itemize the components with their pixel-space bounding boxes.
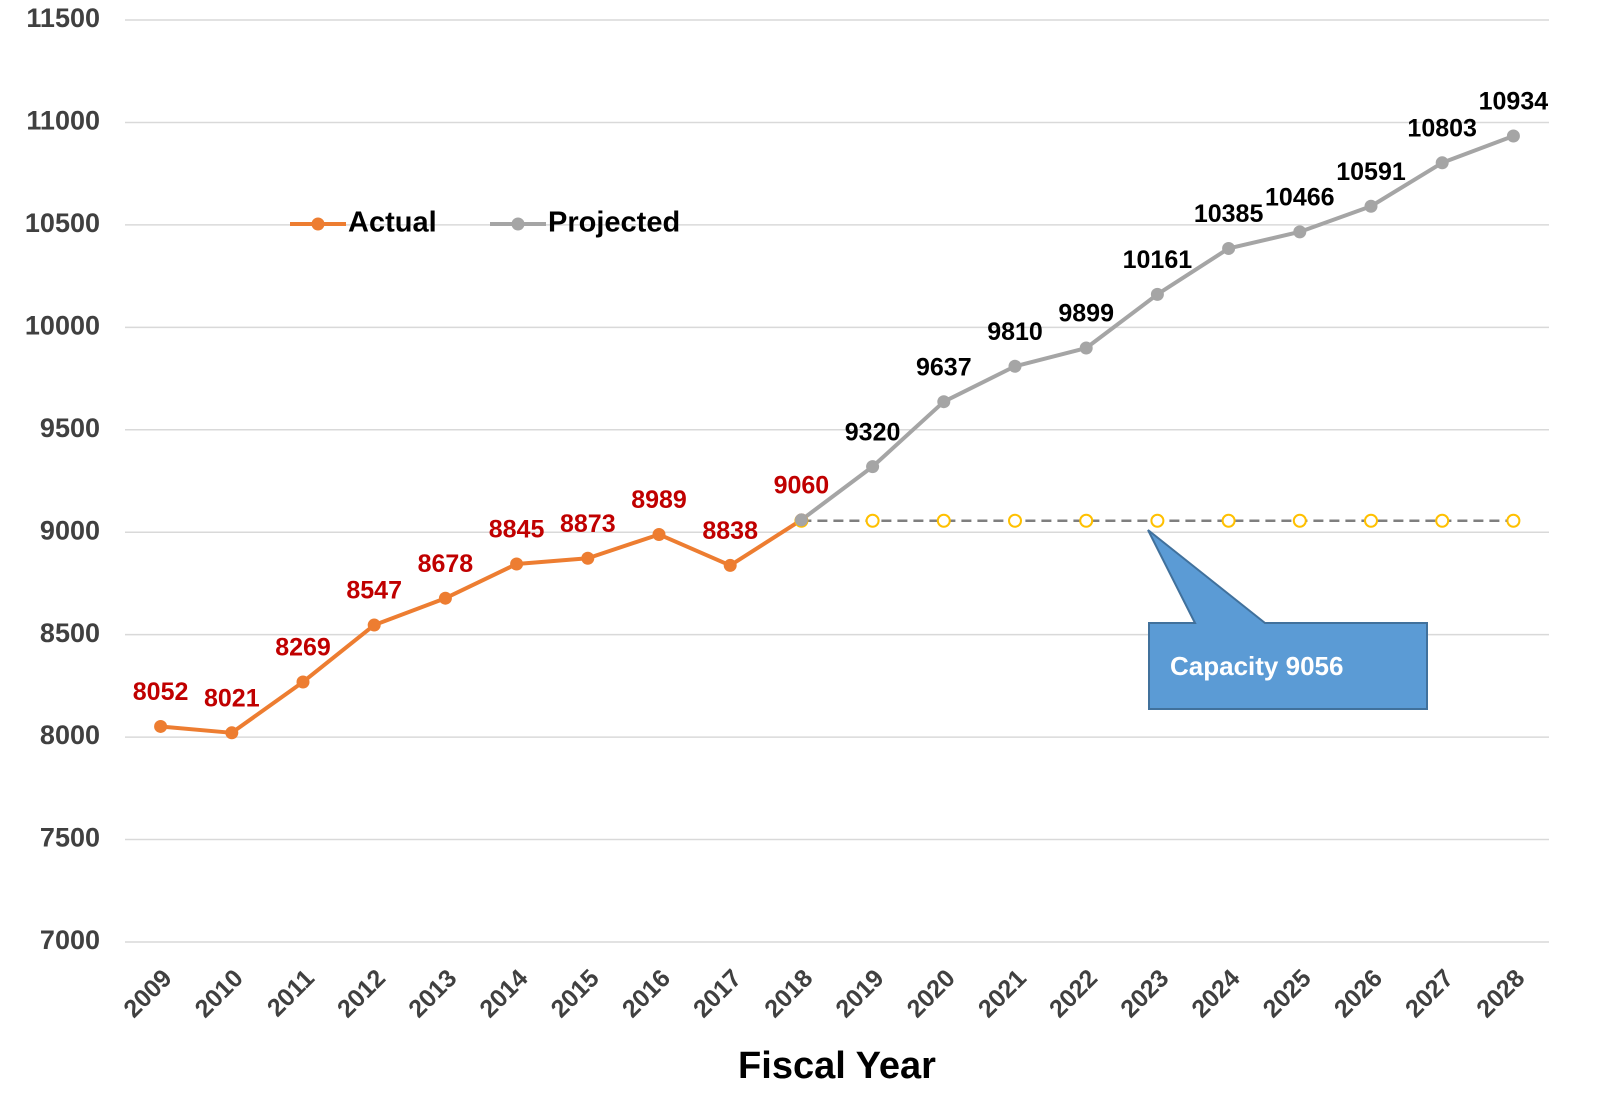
data-label: 9899 (1058, 300, 1114, 328)
x-tick-label: 2021 (973, 964, 1032, 1023)
data-label: 10466 (1265, 183, 1335, 211)
capacity-marker (1435, 513, 1450, 528)
capacity-marker (1150, 513, 1165, 528)
series-marker (1506, 129, 1520, 143)
y-tick-label: 10000 (25, 310, 100, 340)
data-label: 9810 (987, 318, 1043, 346)
legend-marker (311, 217, 325, 231)
series-marker (1079, 341, 1093, 355)
y-tick-label: 7000 (40, 925, 100, 955)
annotation: Capacity 9056 (1170, 651, 1343, 681)
y-tick-label: 8000 (40, 720, 100, 750)
x-tick-label: 2023 (1115, 964, 1174, 1023)
y-tick-label: 10500 (25, 208, 100, 238)
y-tick-label: 9500 (40, 413, 100, 443)
series-marker (937, 395, 951, 409)
x-tick-label: 2026 (1329, 964, 1388, 1023)
capacity-marker (1506, 513, 1521, 528)
series-marker (1293, 225, 1307, 239)
x-tick-label: 2012 (332, 964, 391, 1023)
data-label: 8678 (418, 550, 474, 578)
x-tick-label: 2022 (1044, 964, 1103, 1023)
y-tick-label: 8500 (40, 618, 100, 648)
series-marker (296, 675, 310, 689)
x-tick-label: 2017 (688, 964, 747, 1023)
series-marker (1364, 199, 1378, 213)
data-label: 9637 (916, 353, 972, 381)
series-marker (794, 513, 808, 527)
series-marker (1435, 156, 1449, 170)
x-tick-label: 2028 (1471, 964, 1530, 1023)
legend-label: Projected (548, 207, 680, 239)
capacity-marker (1364, 513, 1378, 528)
data-label: 8989 (631, 486, 687, 514)
data-label: 8021 (204, 684, 260, 712)
x-tick-label: 2018 (759, 964, 818, 1023)
series-marker (510, 557, 524, 571)
data-label: 8845 (489, 516, 545, 544)
capacity-marker (1008, 513, 1022, 528)
series-marker (723, 558, 737, 572)
series-marker (1150, 287, 1164, 301)
data-label: 10934 (1479, 88, 1549, 116)
y-tick-label: 9000 (40, 515, 100, 545)
x-tick-label: 2024 (1186, 964, 1245, 1023)
data-label: 8838 (702, 517, 758, 545)
data-label: 10591 (1336, 158, 1406, 186)
series-marker (225, 726, 239, 740)
capacity-marker (1221, 513, 1236, 528)
legend-label: Actual (348, 207, 437, 239)
x-tick-label: 2015 (546, 964, 605, 1023)
capacity-marker (1079, 513, 1094, 528)
series-marker (438, 591, 452, 605)
x-axis-label: Fiscal Year (738, 1045, 936, 1087)
series-marker (866, 460, 880, 474)
y-tick-label: 11000 (26, 106, 100, 136)
data-label: 8269 (275, 634, 331, 662)
data-label: 10161 (1123, 246, 1193, 274)
x-tick-label: 2013 (403, 964, 462, 1023)
y-tick-label: 7500 (40, 823, 100, 853)
data-label: 8547 (346, 577, 402, 605)
series-marker (154, 719, 168, 733)
data-label: 10385 (1194, 200, 1264, 228)
data-label: 9060 (774, 472, 830, 500)
capacity-marker (1292, 513, 1307, 528)
capacity-marker (865, 513, 880, 528)
data-label: 10803 (1407, 114, 1477, 142)
series-marker (1008, 359, 1022, 373)
data-label: 8873 (560, 510, 616, 538)
x-tick-label: 2009 (118, 964, 177, 1023)
series-marker (581, 551, 595, 565)
legend-marker (511, 217, 525, 231)
x-tick-label: 2010 (190, 964, 249, 1023)
series-marker (367, 618, 381, 632)
series-marker (1222, 241, 1236, 255)
capacity-marker (936, 513, 951, 528)
x-tick-label: 2011 (262, 964, 320, 1022)
series-marker (652, 527, 666, 541)
x-tick-label: 2019 (830, 964, 889, 1023)
data-label: 9320 (845, 418, 901, 446)
y-tick-label: 11500 (26, 3, 100, 33)
x-tick-label: 2025 (1258, 964, 1317, 1023)
x-tick-label: 2020 (902, 964, 961, 1023)
callout (1147, 529, 1428, 710)
series-line (160, 518, 803, 735)
x-tick-label: 2016 (617, 964, 676, 1023)
data-label: 8052 (133, 678, 189, 706)
x-tick-label: 2014 (474, 964, 533, 1023)
x-tick-label: 2027 (1400, 964, 1459, 1023)
